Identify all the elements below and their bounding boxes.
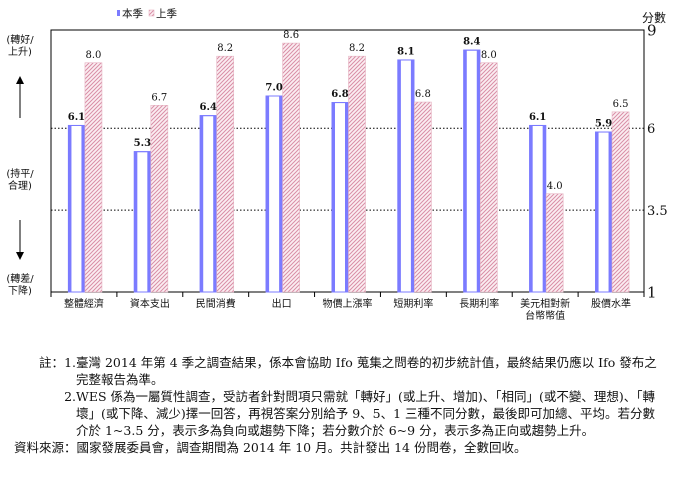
data-label-current: 8.1 — [397, 46, 414, 57]
side-label-middle: 合理) — [8, 179, 32, 192]
bar-current-outline — [265, 95, 283, 293]
y-tick-label: 9 — [647, 21, 657, 39]
category-label: 台幣幣值 — [525, 309, 565, 322]
note-label: 註：1. — [39, 355, 76, 370]
bar-previous — [611, 111, 630, 293]
bar-current-highlight — [532, 125, 543, 292]
bar-current-outline — [595, 131, 613, 293]
y-tick-label: 6 — [647, 122, 655, 137]
data-label-previous: 6.7 — [151, 92, 167, 103]
data-label-current: 6.1 — [529, 112, 546, 123]
note-1: 註：1. 臺灣 2014 年第 4 季之調查結果，係本會協助 Ifo 蒐集之問卷… — [14, 354, 664, 388]
note-2-number: 2. — [64, 389, 76, 404]
data-label-previous: 6.5 — [613, 99, 629, 110]
legend-label-previous: 上季 — [156, 8, 177, 20]
bar-current-outline — [463, 49, 481, 293]
category-label: 出口 — [272, 297, 292, 310]
category-label: 短期利率 — [393, 297, 433, 310]
bar-current-highlight — [269, 96, 280, 292]
legend-label-current: 本季 — [122, 7, 143, 20]
side-label-bottom: 下降) — [8, 284, 32, 297]
bar-current-highlight — [598, 132, 609, 292]
bar-current-highlight — [203, 116, 214, 293]
bar-previous — [545, 193, 564, 293]
y-tick-label: 3.5 — [647, 204, 668, 219]
bar-current-highlight — [466, 50, 477, 293]
bar-current-highlight — [335, 103, 345, 292]
data-label-current: 5.3 — [134, 138, 151, 149]
bar-current-outline — [67, 124, 85, 293]
y-unit-label: 分數 — [642, 11, 666, 25]
data-label-current: 8.4 — [463, 37, 480, 48]
note-1-text: 臺灣 2014 年第 4 季之調查結果，係本會協助 Ifo 蒐集之問卷的初步統計… — [76, 355, 657, 387]
data-label-current: 6.1 — [68, 112, 85, 123]
bar-current-highlight — [71, 125, 82, 292]
bar-previous — [150, 105, 169, 293]
bar-current-outline — [199, 115, 217, 293]
bar-previous — [479, 62, 498, 293]
data-label-current: 6.4 — [200, 102, 217, 113]
bar-current-outline — [529, 124, 547, 293]
data-label-previous: 8.6 — [283, 30, 299, 41]
data-label-current: 6.8 — [331, 89, 348, 100]
bar-current-highlight — [137, 152, 148, 292]
data-source: 資料來源：國家發展委員會，調查期間為 2014 年 10 月。共計發出 14 份… — [14, 440, 527, 455]
bar-chart: 9 6 3.5 1 分數 (轉好/上升) (持平/合理) (轉差/下降) 本季 上季 6.1 8.0 整… — [6, 7, 668, 322]
side-label-middle: (持平/ — [6, 167, 34, 180]
bar-previous — [84, 62, 103, 293]
bar-previous — [414, 101, 432, 293]
data-label-previous: 6.8 — [415, 89, 431, 100]
data-label-current: 5.9 — [595, 119, 612, 130]
category-label: 美元相對新 — [520, 297, 570, 310]
data-label-current: 7.0 — [265, 83, 282, 94]
side-label-bottom: (轉差/ — [6, 272, 34, 285]
category-label: 整體經濟 — [64, 297, 104, 310]
data-label-previous: 8.0 — [85, 50, 101, 61]
category-label: 資本支出 — [130, 297, 170, 310]
note-2: 2. WES 係為一屬質性調查，受訪者針對問項只需就「轉好」(或上升、增加)、「… — [14, 388, 664, 439]
data-label-previous: 4.0 — [547, 181, 563, 192]
category-label: 長期利率 — [459, 297, 499, 310]
y-tick-label: 1 — [647, 283, 657, 301]
legend-swatch-current — [117, 10, 120, 16]
bar-previous — [282, 42, 300, 293]
bar-current-highlight — [400, 60, 411, 292]
side-label-top: 上升) — [8, 46, 32, 58]
category-label: 物價上漲率 — [323, 297, 373, 310]
bar-current-outline — [331, 102, 349, 293]
category-label: 股價水準 — [591, 297, 631, 310]
side-label-top: (轉好/ — [6, 33, 34, 46]
data-label-previous: 8.2 — [349, 43, 365, 54]
up-arrow-icon — [16, 76, 24, 84]
bar-current-outline — [133, 151, 151, 293]
bar-current-outline — [397, 59, 415, 293]
data-label-previous: 8.0 — [481, 50, 497, 61]
category-label: 民間消費 — [196, 297, 236, 310]
data-label-previous: 8.2 — [217, 43, 233, 54]
notes-section: 註：1. 臺灣 2014 年第 4 季之調查結果，係本會協助 Ifo 蒐集之問卷… — [14, 354, 664, 456]
bar-previous — [216, 55, 235, 293]
bar-previous — [348, 55, 366, 293]
legend-swatch-previous — [148, 9, 155, 17]
down-arrow-icon — [16, 252, 24, 260]
note-2-text: WES 係為一屬質性調查，受訪者針對問項只需就「轉好」(或上升、增加)、「相同」… — [76, 389, 656, 438]
